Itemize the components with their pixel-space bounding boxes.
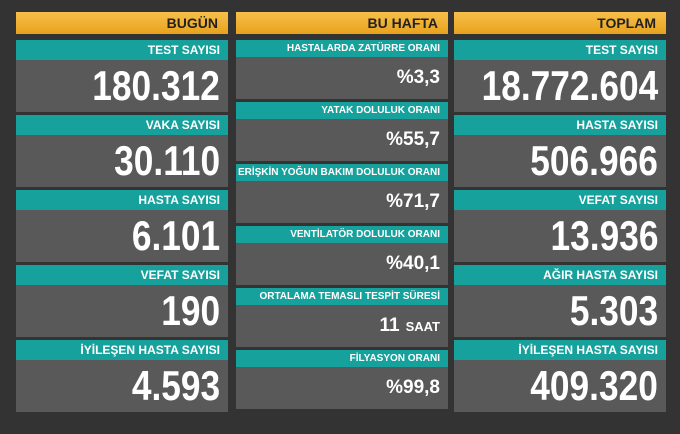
stat-label: VAKA SAYISI (16, 115, 228, 135)
stat-box: 409.320 (454, 360, 666, 412)
stat-value: 6.101 (131, 212, 220, 259)
stat-box: %40,1 (236, 243, 448, 285)
column-header: TOPLAM (454, 12, 666, 34)
stat-label: VENTİLATÖR DOLULUK ORANI (236, 226, 448, 243)
stat-label: İYİLEŞEN HASTA SAYISI (454, 340, 666, 360)
stat-value: 13.936 (550, 212, 658, 259)
stat-label: AĞIR HASTA SAYISI (454, 265, 666, 285)
stat-box: 5.303 (454, 285, 666, 337)
stat-box: 13.936 (454, 210, 666, 262)
stat-value: %99,8 (386, 377, 440, 398)
stat-label: HASTALARDA ZATÜRRE ORANI (236, 40, 448, 57)
stat-box: 30.110 (16, 135, 228, 187)
stat-label: HASTA SAYISI (454, 115, 666, 135)
stat-box: %3,3 (236, 57, 448, 99)
stat-value: 4.593 (131, 362, 220, 409)
column-header: BUGÜN (16, 12, 228, 34)
stat-value: 506.966 (530, 137, 658, 184)
stat-box: %55,7 (236, 119, 448, 161)
stat-value: 5.303 (569, 287, 658, 334)
column-header: BU HAFTA (236, 12, 448, 34)
stat-box: 506.966 (454, 135, 666, 187)
stat-value: %40,1 (386, 253, 440, 274)
stat-value: 18.772.604 (481, 62, 658, 109)
stat-box: 180.312 (16, 60, 228, 112)
stat-box: 190 (16, 285, 228, 337)
stat-value: 409.320 (530, 362, 658, 409)
stat-unit: SAAT (405, 319, 440, 334)
stat-box: %71,7 (236, 181, 448, 223)
stat-value: %55,7 (386, 129, 440, 150)
stat-value: 180.312 (92, 62, 220, 109)
stat-box: 11 SAAT (236, 305, 448, 347)
stat-value: 30.110 (114, 137, 220, 184)
stat-value: 190 (161, 287, 220, 334)
stat-value: 11 SAAT (379, 315, 440, 336)
stat-label: TEST SAYISI (454, 40, 666, 60)
stat-label: FİLYASYON ORANI (236, 350, 448, 367)
stat-value: %71,7 (386, 191, 440, 212)
stat-value: %3,3 (396, 67, 440, 88)
stat-label: HASTA SAYISI (16, 190, 228, 210)
stat-label: İYİLEŞEN HASTA SAYISI (16, 340, 228, 360)
stat-label: ERİŞKİN YOĞUN BAKIM DOLULUK ORANI (236, 164, 448, 181)
stat-label: YATAK DOLULUK ORANI (236, 102, 448, 119)
stat-box: 6.101 (16, 210, 228, 262)
stat-box: 18.772.604 (454, 60, 666, 112)
stat-box: 4.593 (16, 360, 228, 412)
stat-label: VEFAT SAYISI (454, 190, 666, 210)
stat-label: TEST SAYISI (16, 40, 228, 60)
stat-label: VEFAT SAYISI (16, 265, 228, 285)
stat-label: ORTALAMA TEMASLI TESPİT SÜRESİ (236, 288, 448, 305)
stat-box: %99,8 (236, 367, 448, 409)
